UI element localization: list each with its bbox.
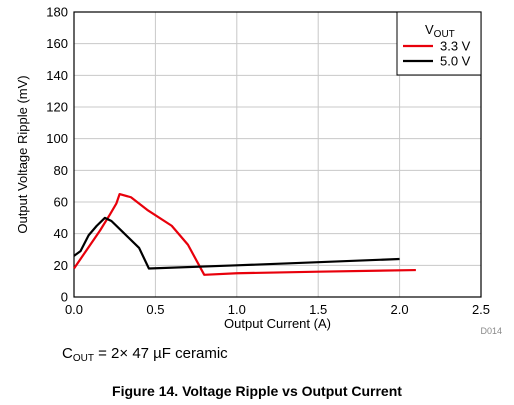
x-tick-label-1: 0.5	[146, 302, 164, 317]
plot-frame	[73, 11, 482, 298]
series-line-5v0	[73, 216, 400, 270]
y-tick-label-7: 140	[46, 68, 68, 83]
figure-caption: Figure 14. Voltage Ripple vs Output Curr…	[112, 383, 402, 399]
y-tick-label-2: 40	[54, 226, 68, 241]
y-axis-title: Output Voltage Ripple (mV)	[15, 75, 30, 233]
y-tick-label-4: 80	[54, 163, 68, 178]
y-tick-label-0: 0	[61, 290, 68, 305]
x-axis-title: Output Current (A)	[224, 316, 331, 331]
legend-box	[396, 11, 482, 76]
output-capacitor-note: COUT = 2× 47 µF ceramic	[62, 345, 228, 364]
y-tick-label-8: 160	[46, 36, 68, 51]
y-tick-label-6: 120	[46, 100, 68, 115]
legend-label-1: 5.0 V	[440, 54, 471, 69]
ripple-chart: 0 20 40 60 80 100 120 140 160 180 0.0 0.5 1.0 1.5 2.0 2…	[15, 5, 502, 337]
y-tick-label-9: 180	[46, 5, 68, 20]
legend-title: VOUT	[425, 22, 455, 40]
y-tick-label-3: 60	[54, 195, 68, 210]
x-tick-label-0: 0.0	[65, 302, 83, 317]
x-tick-label-4: 2.0	[391, 302, 409, 317]
x-tick-label-5: 2.5	[472, 302, 490, 317]
y-tick-label-5: 100	[46, 131, 68, 146]
x-tick-label-2: 1.0	[228, 302, 246, 317]
figure-code: D014	[480, 326, 502, 336]
x-tick-label-3: 1.5	[309, 302, 327, 317]
y-tick-label-1: 20	[54, 258, 68, 273]
legend-label-0: 3.3 V	[440, 39, 471, 54]
series-line-3v3	[73, 192, 416, 276]
